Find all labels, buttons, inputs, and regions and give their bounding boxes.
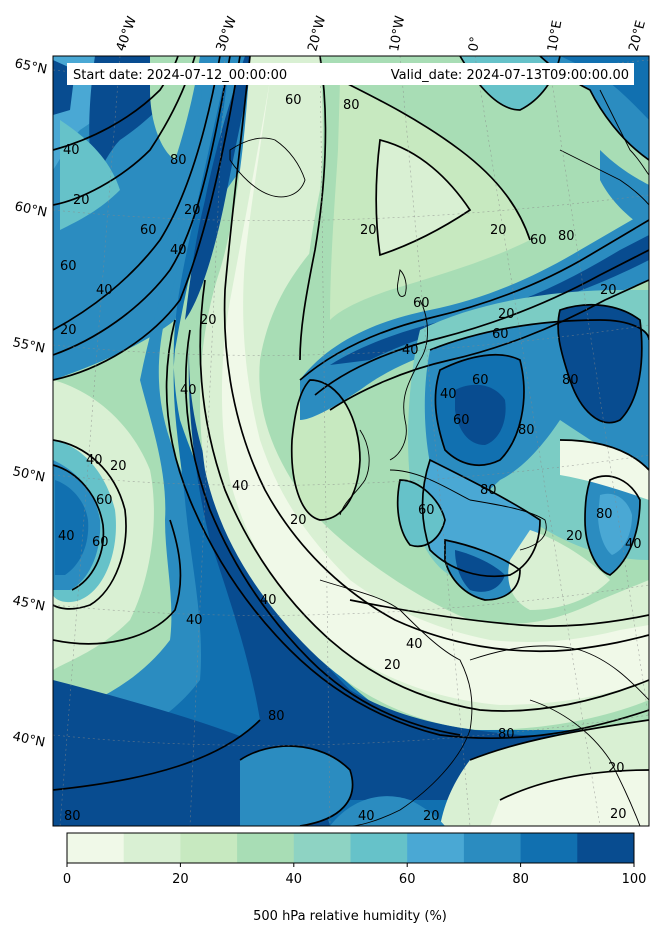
longitude-label: 10°E [545, 19, 565, 52]
contour-label: 40 [96, 283, 113, 298]
contour-label: 20 [490, 223, 507, 238]
contour-label: 60 [492, 327, 509, 342]
contour-label: 60 [285, 93, 302, 108]
contour-label: 80 [518, 423, 535, 438]
contour-label: 40 [63, 143, 80, 158]
colorbar-ticks: 0 20 40 60 80 100 [63, 863, 647, 887]
contour-label: 40 [170, 243, 187, 258]
colorbar-tick-label: 60 [399, 872, 416, 887]
contour-label: 40 [625, 537, 642, 552]
contour-label: 20 [200, 313, 217, 328]
contour-label: 20 [610, 807, 627, 822]
colorbar-bin [350, 833, 408, 863]
colorbar-tick-label: 40 [286, 872, 303, 887]
longitude-label: 40°W [114, 14, 140, 53]
contour-label: 40 [180, 383, 197, 398]
contour-label: 80 [498, 727, 515, 742]
contour-label: 20 [384, 658, 401, 673]
longitude-label: 30°W [214, 14, 240, 53]
contour-label: 60 [92, 535, 109, 550]
coastlines [229, 89, 649, 826]
longitude-label: 0° [466, 36, 483, 53]
contour-label: 60 [472, 373, 489, 388]
contour-lines [53, 56, 649, 826]
contour-label: 60 [140, 223, 157, 238]
latitude-label: 40°N [11, 729, 46, 750]
colorbar-tick-label: 100 [622, 872, 647, 887]
contour-label: 20 [290, 513, 307, 528]
contour-label: 80 [343, 98, 360, 113]
contour-label: 60 [413, 296, 430, 311]
contour-label: 80 [562, 373, 579, 388]
contour-label: 60 [453, 413, 470, 428]
start-date-label: Start date: 2024-07-12_00:00:00 [73, 68, 287, 83]
contour-label: 40 [186, 613, 203, 628]
longitude-labels: 40°W 30°W 20°W 10°W 0° 10°E 20°E [114, 14, 649, 53]
contour-label: 20 [360, 223, 377, 238]
longitude-label: 10°W [387, 15, 408, 53]
colorbar-frame [66, 832, 635, 864]
colorbar-tick-label: 80 [512, 872, 529, 887]
contour-label: 60 [418, 503, 435, 518]
longitude-label: 20°E [626, 19, 649, 53]
contour-label: 40 [86, 453, 103, 468]
contour-label: 20 [110, 459, 127, 474]
contour-label: 80 [596, 507, 613, 522]
colorbar-title: 500 hPa relative humidity (%) [253, 909, 447, 924]
contour-label: 40 [406, 637, 423, 652]
contour-label-group: 60 80 40 80 20 60 20 40 60 20 60 40 20 2… [58, 93, 642, 824]
latitude-label: 50°N [11, 464, 46, 485]
graticule [53, 56, 649, 826]
longitude-label: 20°W [305, 14, 329, 53]
colorbar-bins [67, 833, 635, 863]
colorbar-bin [293, 833, 351, 863]
contour-label: 80 [170, 153, 187, 168]
contour-label: 40 [358, 809, 375, 824]
colorbar-bin [123, 833, 181, 863]
colorbar: 0 20 40 60 80 100 500 hPa relative humidity (… [63, 832, 647, 924]
latitude-label: 65°N [13, 56, 48, 77]
contour-label: 40 [232, 479, 249, 494]
contour-label: 20 [600, 283, 617, 298]
contour-label: 40 [402, 343, 419, 358]
contour-label: 20 [73, 193, 90, 208]
contour-label: 80 [480, 483, 497, 498]
colorbar-bin [237, 833, 295, 863]
colorbar-bin [520, 833, 578, 863]
colorbar-tick-label: 20 [172, 872, 189, 887]
humidity-field: 60 80 40 80 20 60 20 40 60 20 60 40 20 2… [53, 56, 649, 826]
contour-label: 60 [60, 259, 77, 274]
contour-label: 80 [558, 229, 575, 244]
contour-label: 60 [530, 233, 547, 248]
colorbar-bin [67, 833, 125, 863]
map-frame [52, 55, 650, 827]
contour-label: 20 [566, 529, 583, 544]
latitude-label: 60°N [13, 199, 48, 220]
latitude-label: 55°N [11, 335, 46, 356]
colorbar-tick-label: 0 [63, 872, 71, 887]
colorbar-bin [463, 833, 522, 863]
contour-label: 20 [184, 203, 201, 218]
contour-label: 60 [96, 493, 113, 508]
contour-label: 40 [440, 387, 457, 402]
contour-label: 20 [498, 307, 515, 322]
contour-label: 20 [608, 761, 625, 776]
date-header: Start date: 2024-07-12_00:00:00 Valid_da… [67, 63, 634, 85]
contour-label: 20 [423, 809, 440, 824]
contour-label: 40 [58, 529, 75, 544]
latitude-labels: 65°N 60°N 55°N 50°N 45°N 40°N [11, 56, 48, 750]
colorbar-bin [180, 833, 238, 863]
valid-date-label: Valid_date: 2024-07-13T09:00:00.00 [391, 68, 629, 83]
contour-label: 80 [268, 709, 285, 724]
contour-label: 40 [260, 593, 277, 608]
colorbar-bin [407, 833, 465, 863]
contour-label: 20 [60, 323, 77, 338]
contour-label: 80 [64, 809, 81, 824]
latitude-label: 45°N [11, 593, 46, 614]
colorbar-bin [577, 833, 635, 863]
